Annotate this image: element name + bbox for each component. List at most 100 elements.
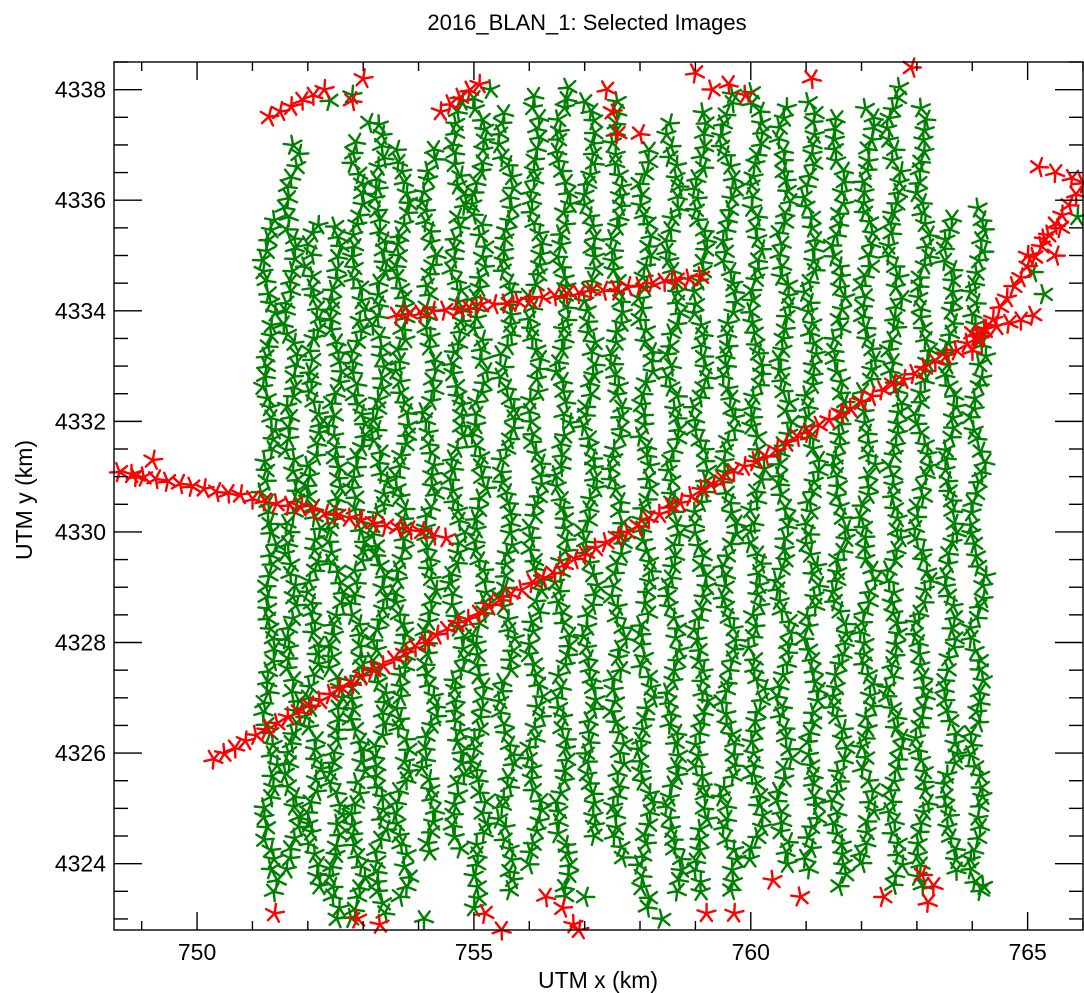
green-point <box>549 120 570 142</box>
green-point <box>277 775 298 797</box>
green-point <box>915 686 936 707</box>
green-point <box>663 660 685 680</box>
green-point <box>258 283 278 305</box>
green-point <box>554 508 575 529</box>
green-point <box>554 381 574 402</box>
green-point <box>499 861 520 883</box>
green-point <box>557 309 578 331</box>
green-point <box>393 613 415 634</box>
green-point <box>660 113 681 134</box>
green-point <box>747 563 768 585</box>
green-point <box>423 685 444 706</box>
red-point <box>1003 276 1023 297</box>
green-point <box>547 109 568 130</box>
red-point <box>479 595 501 616</box>
green-point <box>824 350 845 371</box>
green-point <box>603 826 625 847</box>
red-point <box>840 397 861 418</box>
red-point <box>902 57 922 78</box>
green-point <box>327 247 349 268</box>
red-point <box>734 84 756 105</box>
green-point <box>529 349 551 370</box>
green-point <box>601 228 622 250</box>
red-point <box>194 478 215 499</box>
green-point <box>746 544 767 565</box>
green-point <box>752 816 773 837</box>
green-point <box>697 690 718 711</box>
green-point <box>944 607 965 629</box>
green-point <box>970 693 991 714</box>
green-point <box>395 329 416 349</box>
green-point <box>256 271 277 292</box>
green-point <box>912 548 932 570</box>
green-point <box>544 465 565 486</box>
green-point <box>936 689 956 711</box>
green-point <box>825 108 846 129</box>
green-point <box>639 477 660 499</box>
green-point <box>607 595 628 616</box>
green-point <box>935 786 956 807</box>
green-point <box>908 173 929 194</box>
green-point <box>502 177 523 199</box>
green-point <box>606 607 627 628</box>
green-point <box>351 289 372 310</box>
green-point <box>417 160 437 182</box>
red-point <box>342 673 363 695</box>
green-point <box>326 259 347 280</box>
green-point <box>752 469 773 490</box>
green-point <box>777 516 798 537</box>
green-point <box>257 672 278 693</box>
green-point <box>696 565 716 586</box>
green-point <box>718 430 739 451</box>
green-point <box>367 419 388 441</box>
red-point <box>521 573 542 594</box>
green-point <box>326 719 347 741</box>
green-point <box>370 464 392 485</box>
red-point <box>580 280 601 302</box>
green-point <box>554 202 575 223</box>
green-point <box>278 618 299 639</box>
green-point <box>470 706 491 728</box>
green-point <box>395 624 415 645</box>
green-point <box>666 757 687 777</box>
green-point <box>396 729 417 750</box>
green-point <box>713 366 734 387</box>
green-point <box>394 657 416 678</box>
green-point <box>322 857 343 878</box>
y-axis-title: UTM y (km) <box>11 440 37 560</box>
green-point <box>605 562 626 584</box>
green-point <box>877 685 898 707</box>
green-point <box>631 185 652 206</box>
green-point <box>889 171 910 192</box>
green-point <box>724 407 746 427</box>
green-point <box>661 775 682 796</box>
green-point <box>942 281 964 302</box>
green-point <box>684 522 705 542</box>
green-point <box>499 522 521 543</box>
green-point <box>915 771 935 793</box>
green-point <box>342 477 363 499</box>
green-point <box>883 444 904 465</box>
green-point <box>635 708 656 730</box>
green-point <box>278 208 299 228</box>
green-point <box>827 561 848 582</box>
green-point <box>472 467 493 488</box>
green-point <box>548 801 569 822</box>
green-point <box>912 697 934 718</box>
red-point <box>1029 156 1050 178</box>
green-point <box>723 301 744 322</box>
green-point <box>891 161 912 182</box>
green-point <box>611 175 633 196</box>
green-point <box>775 204 796 224</box>
green-point <box>390 886 411 907</box>
green-point <box>888 749 909 770</box>
red-point <box>1017 244 1039 265</box>
green-point <box>256 816 277 838</box>
green-point <box>280 553 301 574</box>
green-point <box>716 796 738 817</box>
green-point <box>278 648 299 669</box>
green-point <box>802 135 823 156</box>
green-point <box>463 897 485 917</box>
green-point <box>395 308 416 329</box>
green-point <box>369 210 391 231</box>
